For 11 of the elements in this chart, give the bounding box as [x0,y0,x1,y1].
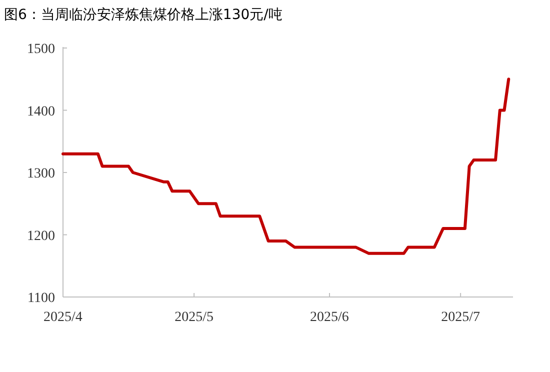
chart-title: 图6：当周临汾安泽炼焦煤价格上涨130元/吨 [4,7,282,23]
line-series [62,78,510,255]
x-tick-label: 2025/7 [441,310,480,325]
x-tick-label: 2025/6 [310,310,349,325]
y-tick-label: 1400 [27,104,55,120]
y-tick-label: 1200 [27,228,55,244]
y-tick-label: 1100 [28,291,55,306]
x-tick-label: 2025/5 [174,310,214,325]
y-tick-label: 1300 [27,166,55,182]
y-tick-label: 1500 [27,42,55,57]
x-tick-label: 2025/4 [44,310,82,325]
